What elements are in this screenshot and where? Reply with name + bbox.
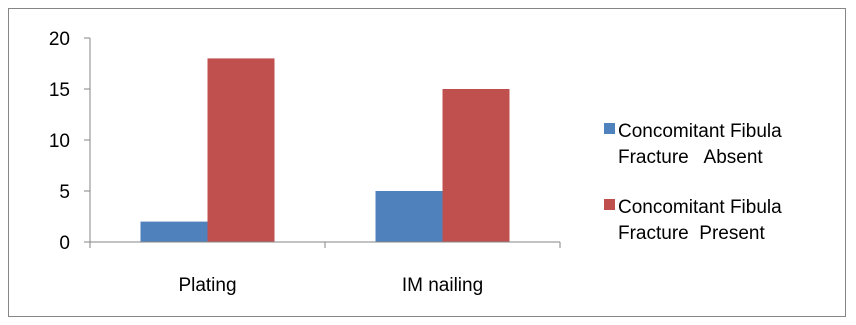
x-category-label: IM nailing: [402, 275, 483, 296]
legend-label: Concomitant Fibula: [618, 121, 782, 142]
bar-series-0-im-nailing: [375, 191, 443, 242]
y-axis: 0 5 10 15 20: [49, 29, 91, 254]
legend-label: Concomitant Fibula: [618, 197, 782, 218]
legend-label: Fracture Present: [618, 223, 765, 244]
y-tick-label: 15: [49, 80, 70, 101]
bar-series-0-plating: [140, 221, 208, 242]
legend-label: Fracture Absent: [618, 147, 763, 168]
legend-swatch: [604, 123, 615, 134]
y-tick-label: 5: [59, 182, 70, 203]
legend: Concomitant Fibula Fracture Absent Concomi…: [604, 121, 782, 244]
chart-frame: [8, 8, 846, 317]
bar-series-1-plating: [207, 58, 275, 243]
x-axis: Plating IM nailing: [89, 241, 561, 296]
x-category-label: Plating: [178, 275, 236, 296]
legend-swatch: [604, 199, 615, 210]
bar-series-1-im-nailing: [442, 89, 510, 242]
y-tick-label: 10: [49, 131, 70, 152]
y-tick-label: 0: [59, 233, 70, 254]
y-tick-label: 20: [49, 29, 70, 50]
bars: [140, 58, 510, 243]
